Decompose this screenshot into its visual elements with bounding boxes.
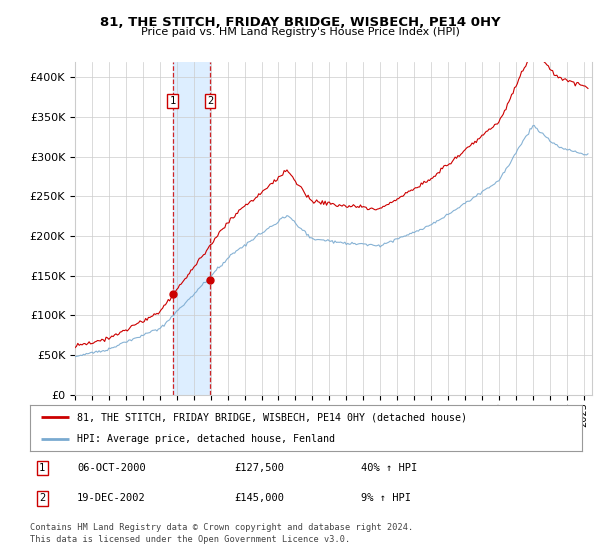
- Text: This data is licensed under the Open Government Licence v3.0.: This data is licensed under the Open Gov…: [30, 534, 350, 544]
- Text: HPI: Average price, detached house, Fenland: HPI: Average price, detached house, Fenl…: [77, 435, 335, 444]
- Text: £127,500: £127,500: [234, 463, 284, 473]
- Text: 2: 2: [39, 493, 45, 503]
- Text: Contains HM Land Registry data © Crown copyright and database right 2024.: Contains HM Land Registry data © Crown c…: [30, 523, 413, 533]
- Text: 81, THE STITCH, FRIDAY BRIDGE, WISBECH, PE14 0HY (detached house): 81, THE STITCH, FRIDAY BRIDGE, WISBECH, …: [77, 412, 467, 422]
- Text: £145,000: £145,000: [234, 493, 284, 503]
- Text: Price paid vs. HM Land Registry's House Price Index (HPI): Price paid vs. HM Land Registry's House …: [140, 27, 460, 37]
- Text: 06-OCT-2000: 06-OCT-2000: [77, 463, 146, 473]
- Text: 1: 1: [170, 96, 176, 106]
- Text: 40% ↑ HPI: 40% ↑ HPI: [361, 463, 418, 473]
- Text: 2: 2: [207, 96, 213, 106]
- Text: 9% ↑ HPI: 9% ↑ HPI: [361, 493, 411, 503]
- Text: 1: 1: [39, 463, 45, 473]
- Text: 19-DEC-2002: 19-DEC-2002: [77, 493, 146, 503]
- Text: 81, THE STITCH, FRIDAY BRIDGE, WISBECH, PE14 0HY: 81, THE STITCH, FRIDAY BRIDGE, WISBECH, …: [100, 16, 500, 29]
- Bar: [173, 62, 210, 395]
